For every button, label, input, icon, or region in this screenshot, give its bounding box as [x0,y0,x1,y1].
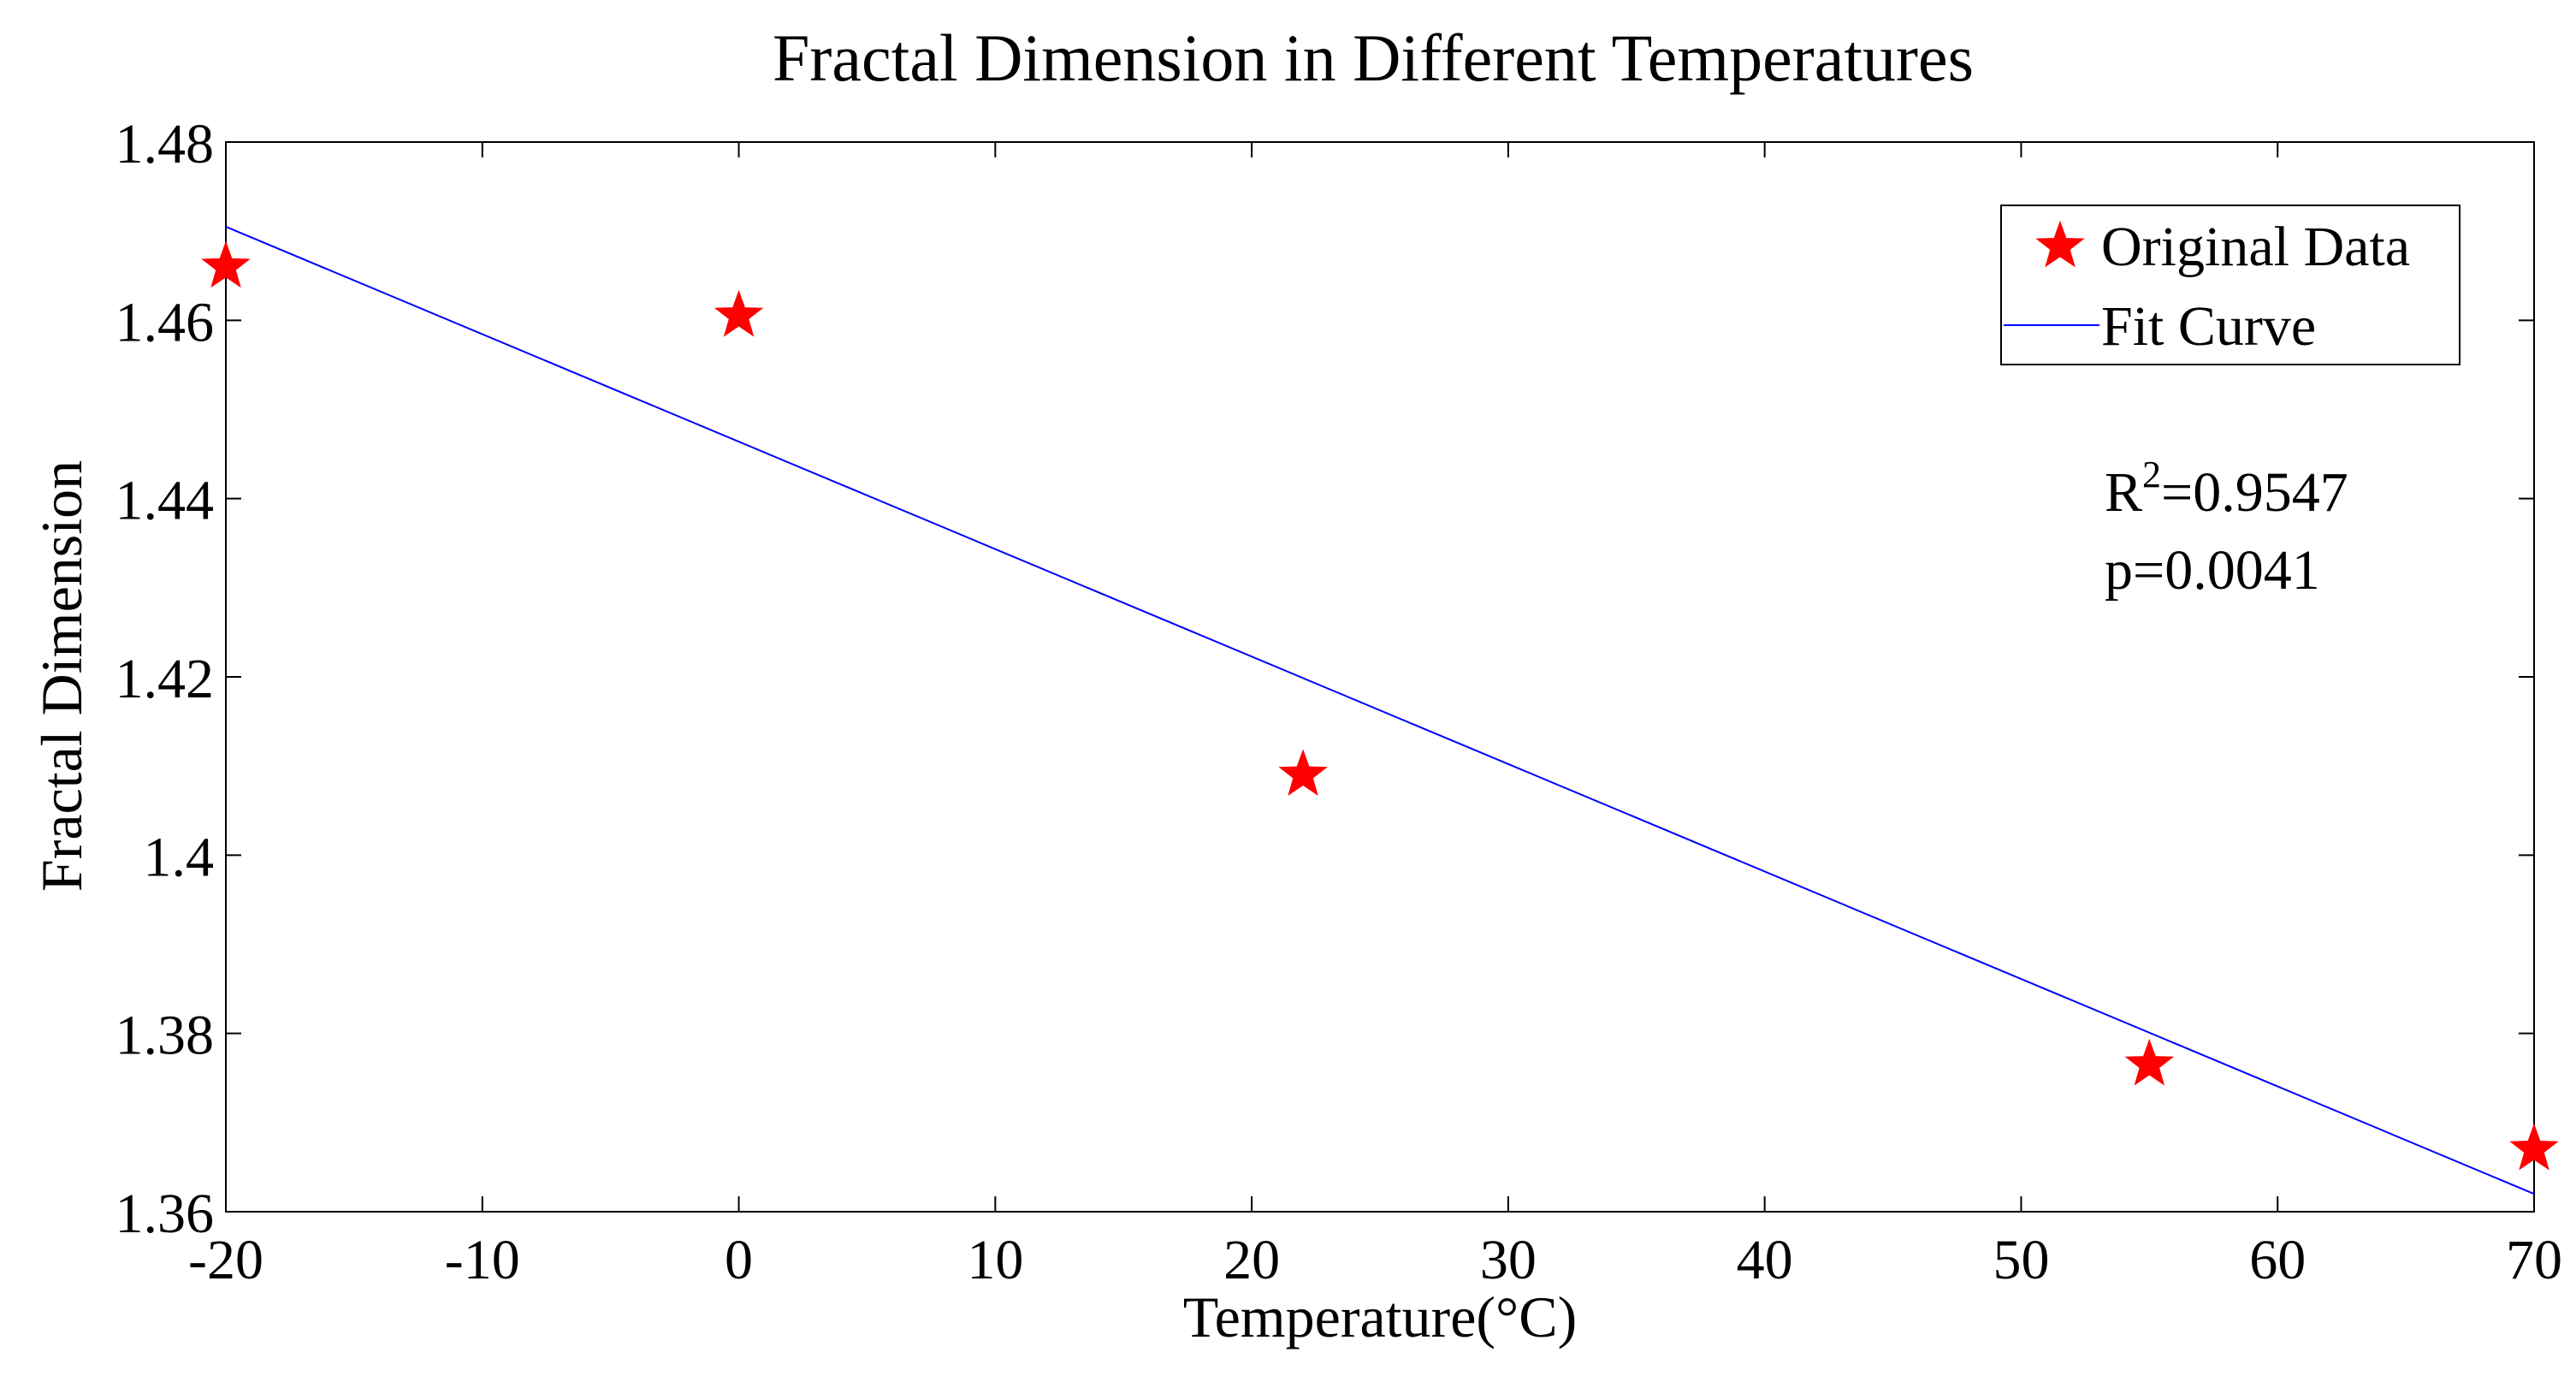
r-squared-base: R [2105,461,2142,524]
y-tick-label: 1.36 [115,1183,215,1245]
y-tick-label: 1.38 [115,1005,215,1067]
x-tick-label: 60 [2249,1229,2306,1291]
x-tick-label: -10 [445,1229,520,1291]
x-tick-label: 30 [1480,1229,1537,1291]
x-tick-label: 0 [725,1229,753,1291]
fit-curve-line [225,226,2535,1195]
x-axis-tick-labels: -20 -10 0 10 20 30 40 50 60 70 [188,1229,2562,1291]
x-tick-label: 50 [1993,1229,2049,1291]
legend: Original Data Fit Curve [2000,205,2461,365]
r-squared-annotation: R2=0.9547 [2105,454,2348,524]
p-value-annotation: p=0.0041 [2105,539,2320,602]
y-tick-label: 1.48 [115,113,215,175]
legend-label-original-data: Original Data [2101,216,2410,278]
y-tick-label: 1.44 [115,470,215,532]
data-point-star [714,289,764,337]
chart-title: Fractal Dimension in Different Temperatu… [773,21,1974,95]
data-point-star [2124,1038,2175,1086]
y-tick-label: 1.46 [115,291,215,353]
axis-ticks [225,141,2535,1213]
y-tick-label: 1.4 [144,826,215,888]
x-tick-label: 40 [1737,1229,1793,1291]
r-squared-superscript: 2 [2142,454,2161,495]
legend-box [2000,205,2461,365]
x-tick-label: 10 [967,1229,1023,1291]
legend-star-marker [2035,220,2085,268]
x-axis-label: Temperature(°C) [1183,1284,1577,1349]
r-squared-value: =0.9547 [2161,461,2348,524]
x-tick-label: -20 [188,1229,264,1291]
x-tick-label: 70 [2506,1229,2562,1291]
fit-curve-series [225,226,2535,1195]
data-point-star [201,240,251,288]
original-data-series [201,240,2559,1171]
y-tick-label: 1.42 [115,648,215,710]
data-point-star [2509,1123,2559,1171]
legend-star-shape [2035,220,2085,268]
legend-label-fit-curve: Fit Curve [2101,295,2316,358]
x-tick-label: 20 [1223,1229,1280,1291]
data-point-star [1278,749,1328,797]
y-axis-label: Fractal Dimension [29,460,94,892]
y-axis-tick-labels: 1.36 1.38 1.4 1.42 1.44 1.46 1.48 [115,113,215,1245]
